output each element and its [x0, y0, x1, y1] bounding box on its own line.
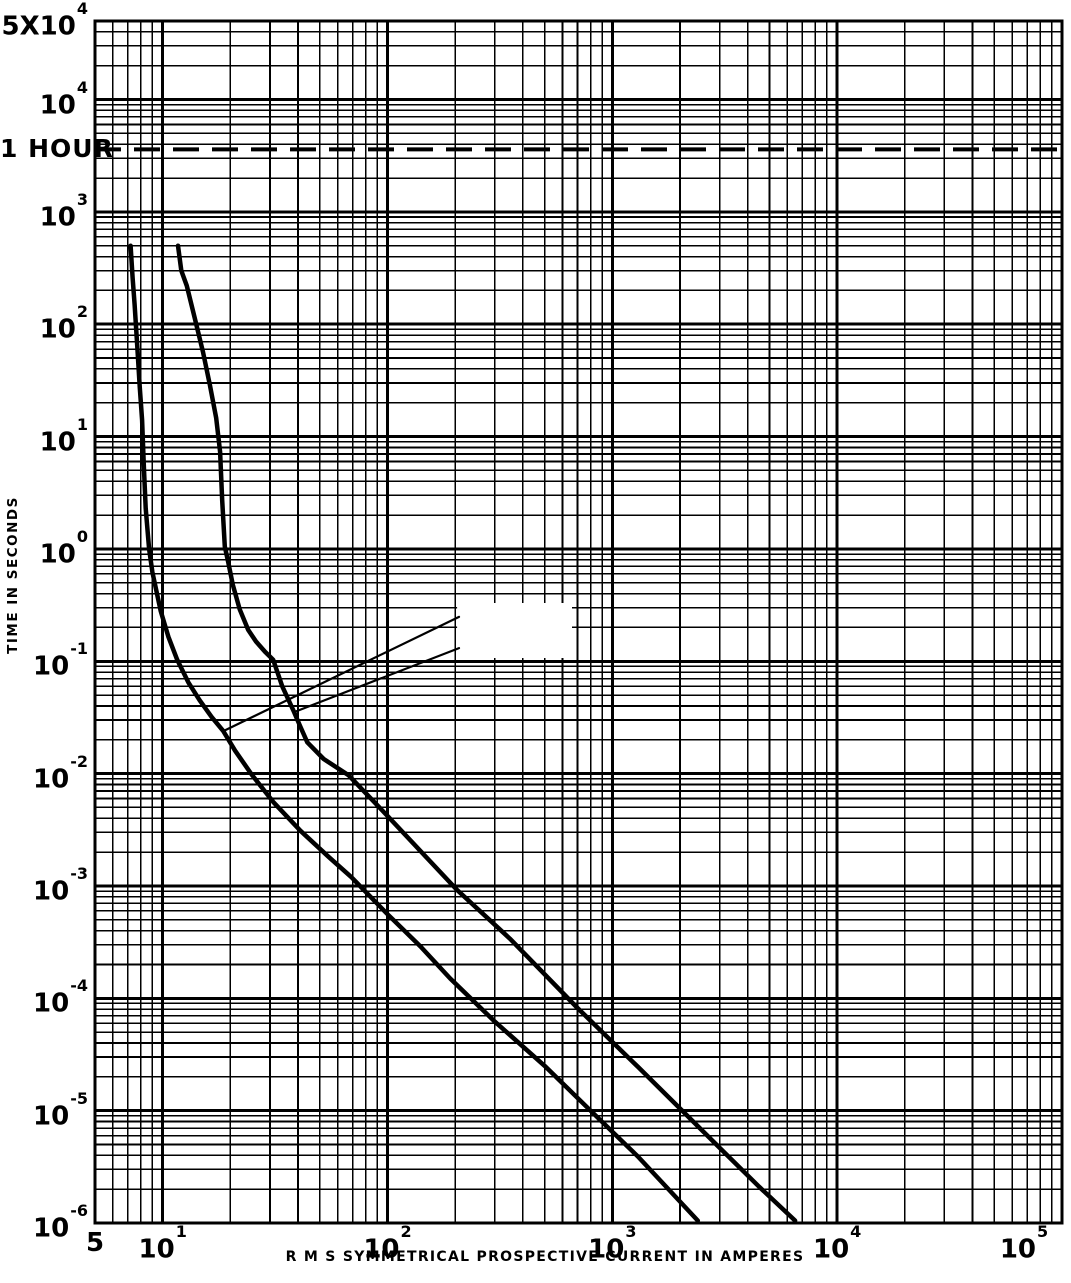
y-axis-title: TIME IN SECONDS: [5, 496, 21, 654]
x-axis-title: R M S SYMMETRICAL PROSPECTIVE CURRENT IN…: [285, 1249, 805, 1265]
one-hour-label: 1 HOUR: [0, 134, 114, 164]
leader-line-1: [222, 615, 461, 733]
x-tick-label: 105: [999, 1222, 1049, 1265]
y-tick-label: 10-1: [33, 639, 88, 682]
y-tick-label: 103: [39, 189, 88, 233]
y-tick-label: 104: [39, 77, 88, 121]
x-tick-label: 103: [588, 1222, 637, 1265]
grid-minor: [95, 21, 1062, 1223]
x-tick-label: 102: [363, 1222, 412, 1265]
y-tick-label: 10-6: [33, 1201, 88, 1244]
x-tick-label: 104: [812, 1222, 862, 1265]
y-tick-label: 10-2: [33, 751, 88, 795]
series-curve-2-right: [175, 243, 798, 1223]
leader-line-2: [293, 646, 461, 714]
series-curve-1-left: [128, 243, 701, 1223]
x-tick-label: 101: [138, 1222, 187, 1265]
y-tick-label: 10-4: [33, 976, 88, 1019]
x-tick-label: 5: [85, 1228, 105, 1258]
y-tick-label: 101: [39, 414, 88, 458]
y-tick-label: 10-3: [33, 863, 88, 907]
y-tick-label: 102: [39, 302, 88, 345]
y-tick-label: 10-5: [33, 1088, 88, 1132]
y-tick-label: 100: [39, 526, 88, 570]
redacted-label-box: [457, 603, 572, 658]
y-tick-label: 5X104: [1, 0, 88, 42]
plot-border: [93, 19, 1064, 1225]
